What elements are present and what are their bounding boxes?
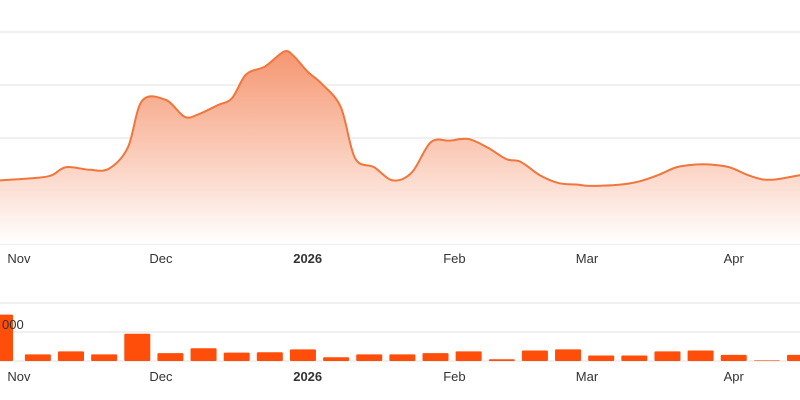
main-x-tick-label-5: Apr (724, 251, 745, 266)
volume-bar-21 (687, 350, 714, 361)
volume-bar-11 (356, 354, 383, 361)
volume-bar-3 (91, 354, 118, 361)
volume-bar-17 (555, 349, 582, 361)
volume-bar-20 (654, 351, 681, 361)
main-x-tick-label-4: Mar (576, 251, 599, 266)
volume-y-tick-label-0: 000 (2, 317, 24, 332)
volume-bar-4 (124, 333, 151, 361)
main-x-tick-label-0: Nov (7, 251, 31, 266)
volume-x-tick-label-2: 2026 (293, 369, 322, 384)
volume-bars (0, 314, 800, 361)
volume-bar-0 (0, 314, 13, 361)
volume-bar-12 (389, 354, 416, 361)
volume-y-axis: 000 (2, 317, 24, 332)
volume-bar-10 (323, 357, 350, 361)
volume-bar-7 (223, 352, 250, 361)
volume-bar-13 (422, 353, 449, 361)
volume-bar-14 (455, 351, 482, 361)
volume-bar-22 (720, 354, 747, 361)
volume-bar-6 (190, 348, 217, 361)
volume-bar-16 (521, 350, 548, 361)
volume-x-tick-label-4: Mar (576, 369, 599, 384)
volume-bar-2 (58, 351, 85, 361)
volume-x-tick-label-0: Nov (7, 369, 31, 384)
volume-bar-23 (753, 360, 780, 361)
main-x-tick-label-1: Dec (149, 251, 173, 266)
volume-bar-15 (488, 359, 515, 361)
main-x-tick-label-3: Feb (443, 251, 465, 266)
volume-x-tick-label-3: Feb (443, 369, 465, 384)
volume-x-tick-label-1: Dec (149, 369, 173, 384)
volume-bar-18 (588, 355, 615, 361)
volume-bar-19 (621, 355, 648, 361)
price-line (0, 50, 800, 187)
main-x-tick-label-2: 2026 (293, 251, 322, 266)
main-x-axis: Nov Dec 2026 Feb Mar Apr (7, 251, 744, 266)
volume-bar-8 (256, 352, 283, 361)
volume-bar-24 (787, 354, 800, 361)
price-area (0, 51, 800, 245)
volume-bar-9 (289, 349, 316, 361)
volume-bar-5 (157, 353, 184, 361)
volume-x-axis: Nov Dec 2026 Feb Mar Apr (7, 369, 744, 384)
volume-x-tick-label-5: Apr (724, 369, 745, 384)
volume-bar-1 (24, 354, 51, 361)
